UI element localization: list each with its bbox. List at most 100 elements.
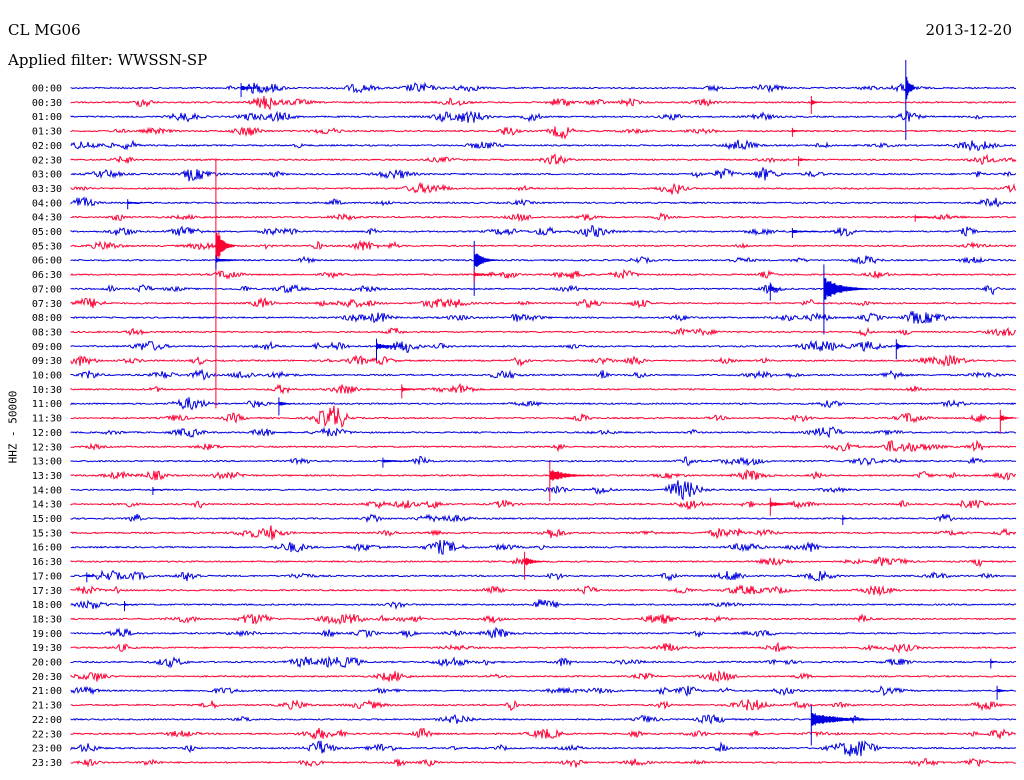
row-time-label: 11:30: [32, 414, 62, 425]
trace-line: [70, 699, 1017, 712]
seismic-event: [278, 397, 298, 416]
row-time-label: 23:30: [32, 758, 62, 769]
row-time-label: 13:30: [32, 471, 62, 482]
row-time-label: 14:00: [32, 485, 62, 496]
seismic-event: [810, 705, 890, 746]
trace-line: [70, 613, 1017, 625]
seismic-event: [240, 83, 279, 98]
row-time-label: 19:00: [32, 629, 62, 640]
trace-line: [70, 81, 1017, 94]
trace-line: [70, 685, 1017, 697]
trace-line: [70, 539, 1017, 555]
trace-line: [70, 757, 1017, 768]
date-label: 2013-12-20: [925, 21, 1012, 39]
trace-line: [70, 382, 1017, 395]
seismic-event: [810, 96, 821, 114]
trace-line: [70, 255, 1017, 265]
row-time-label: 10:00: [32, 371, 62, 382]
station-label: CL MG06: [8, 21, 81, 39]
row-time-label: 07:30: [32, 299, 62, 310]
row-time-label: 00:30: [32, 98, 62, 109]
trace-line: [70, 405, 1017, 429]
row-time-label: 20:00: [32, 658, 62, 669]
row-time-label: 17:30: [32, 586, 62, 597]
seismic-event: [124, 601, 138, 612]
seismic-event: [996, 685, 1016, 700]
seismic-event: [990, 658, 1007, 669]
row-time-label: 17:00: [32, 571, 62, 582]
filter-label: Applied filter: WWSSN-SP: [8, 51, 208, 69]
seismic-event: [473, 240, 500, 296]
trace-line: [70, 110, 1017, 123]
trace-line: [70, 181, 1017, 195]
row-time-label: 07:00: [32, 284, 62, 295]
row-time-label: 02:00: [32, 141, 62, 152]
trace-line: [70, 326, 1017, 337]
trace-line: [70, 525, 1017, 540]
row-time-label: 16:30: [32, 557, 62, 568]
row-time-label: 12:30: [32, 442, 62, 453]
row-time-label: 21:30: [32, 701, 62, 712]
trace-line: [70, 95, 1017, 111]
trace-line: [70, 239, 1017, 251]
row-time-label: 04:30: [32, 213, 62, 224]
row-time-label: 01:00: [32, 112, 62, 123]
seismic-event: [769, 282, 786, 301]
row-time-label: 09:00: [32, 342, 62, 353]
trace-line: [70, 354, 1017, 368]
seismic-event: [215, 255, 261, 270]
trace-line: [70, 426, 1017, 439]
trace-line: [70, 439, 1017, 453]
seismic-event: [524, 551, 551, 580]
seismic-event: [791, 127, 811, 137]
trace-line: [70, 626, 1017, 639]
row-time-label: 08:30: [32, 327, 62, 338]
trace-line: [70, 166, 1017, 182]
row-time-label: 05:30: [32, 241, 62, 252]
trace-line: [70, 655, 1017, 669]
seismic-event: [86, 572, 106, 583]
row-time-label: 18:30: [32, 614, 62, 625]
seismic-event: [382, 457, 434, 468]
row-time-label: 22:00: [32, 715, 62, 726]
trace-line: [70, 397, 1017, 411]
seismic-event: [914, 214, 966, 222]
row-time-label: 12:00: [32, 428, 62, 439]
seismic-event: [769, 497, 802, 516]
trace-line: [70, 153, 1017, 166]
trace-line: [70, 268, 1017, 280]
trace-line: [70, 641, 1017, 654]
trace-line: [70, 713, 1017, 725]
row-time-label: 18:00: [32, 600, 62, 611]
seismic-event: [401, 384, 428, 399]
row-time-label: 03:30: [32, 184, 62, 195]
row-time-label: 23:00: [32, 744, 62, 755]
seismic-event: [791, 228, 843, 238]
seismic-event: [152, 487, 179, 495]
seismic-event: [842, 515, 856, 525]
trace-line: [70, 310, 1017, 324]
row-time-label: 00:00: [32, 84, 62, 95]
trace-line: [70, 339, 1017, 353]
seismic-event: [999, 409, 1019, 434]
trace-line: [70, 296, 1017, 309]
row-time-label: 15:00: [32, 514, 62, 525]
trace-line: [70, 196, 1017, 208]
row-time-label: 06:00: [32, 256, 62, 267]
trace-line: [70, 368, 1017, 381]
trace-line: [70, 480, 1017, 501]
trace-line: [70, 740, 1017, 757]
row-time-label: 08:00: [32, 313, 62, 324]
trace-line: [70, 499, 1017, 511]
trace-line: [70, 139, 1017, 152]
seismic-event: [823, 264, 872, 335]
seismic-event: [895, 339, 915, 360]
row-time-label: 11:00: [32, 399, 62, 410]
trace-line: [70, 599, 1017, 611]
trace-line: [70, 455, 1017, 467]
trace-line: [70, 727, 1017, 740]
row-time-label: 10:30: [32, 385, 62, 396]
seismic-event: [127, 199, 160, 210]
